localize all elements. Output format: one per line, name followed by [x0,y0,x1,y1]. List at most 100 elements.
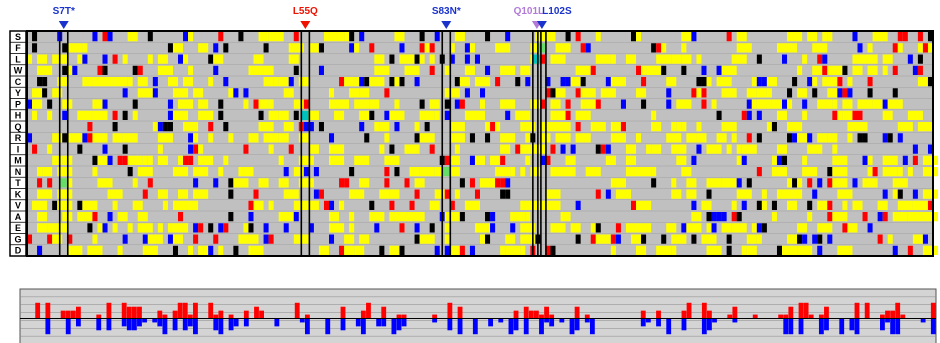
heatmap-cell [167,234,173,244]
heatmap-cell [847,122,853,132]
heatmap-cell [248,234,259,244]
profile-bar-up [157,310,163,319]
heatmap-cell [419,43,425,53]
profile-bar-up [65,310,71,319]
heatmap-cell [706,189,712,199]
heatmap-cell [318,245,329,255]
amino-acid-label: F [15,43,21,53]
heatmap-cell [711,223,717,233]
heatmap-cell [188,144,194,154]
heatmap-cell [112,200,118,210]
heatmap-cell [344,178,350,188]
heatmap-cell [288,43,304,53]
heatmap-cell [832,155,848,165]
heatmap-cell [706,77,712,87]
heatmap-cell [303,77,309,87]
heatmap-cell [132,110,138,120]
heatmap-cell [32,32,38,42]
heatmap-cell [178,189,189,199]
heatmap-cell [681,167,692,177]
heatmap-cell [741,144,757,154]
profile-bar-down [849,318,855,331]
heatmap-cell [469,178,475,188]
heatmap-cell [389,212,395,222]
heatmap-cell [318,43,324,53]
heatmap-cell [208,77,214,87]
heatmap-cell [696,88,702,98]
heatmap-cell [701,99,707,109]
heatmap-cell [832,110,838,120]
profile-bar-down [839,318,845,335]
heatmap-cell [359,110,370,120]
heatmap-cell [339,178,345,188]
heatmap-cell [711,212,717,222]
heatmap-cell [369,77,385,87]
heatmap-cell [887,99,903,109]
heatmap-cell [520,144,531,154]
heatmap-cell [178,155,184,165]
heatmap-cell [706,178,722,188]
heatmap-cell [480,99,486,109]
profile-bar-down [783,318,789,335]
heatmap-cell [545,88,551,98]
heatmap-cell [454,99,460,109]
profile-bar-down [447,318,453,331]
profile-bar-down [381,318,387,327]
heatmap-cell [922,155,939,165]
heatmap-cell [902,32,908,42]
amino-acid-label: K [15,189,22,199]
heatmap-cell [414,234,420,244]
mutation-marker-icon [441,21,452,29]
heatmap-cell [812,77,818,87]
heatmap-cell [147,54,153,64]
heatmap-cell [429,144,435,154]
heatmap-cell [167,99,173,109]
heatmap-cell [681,122,687,132]
heatmap-cell [620,99,626,109]
heatmap-cell [656,54,672,64]
profile-bar-down [544,318,549,323]
profile-bar-down [656,318,661,327]
heatmap-cell [67,43,83,53]
heatmap-cell [852,200,863,210]
profile-bar-up [752,314,758,319]
wild-type-cell [59,178,67,188]
heatmap-cell [540,122,556,132]
heatmap-cell [792,77,798,87]
profile-bar-up [544,306,549,319]
heatmap-cell [132,65,138,75]
heatmap-cell [223,77,229,87]
heatmap-cell [736,144,742,154]
heatmap-cell [27,234,33,244]
heatmap-cell [459,99,465,109]
heatmap-cell [807,32,818,42]
heatmap-cell [575,200,581,210]
heatmap-cell [847,133,853,143]
heatmap-cell [349,88,360,98]
heatmap-cell [897,32,903,42]
heatmap-cell [892,245,898,255]
profile-bar-up [432,314,438,319]
heatmap-cell [842,99,853,109]
heatmap-cell [776,110,788,120]
heatmap-cell [575,65,591,75]
heatmap-cell [927,43,933,53]
profile-bar-down [106,318,112,331]
heatmap-cell [797,245,813,255]
profile-bar-down [187,318,193,327]
heatmap-cell [691,234,697,244]
heatmap-cell [691,200,697,210]
heatmap-cell [464,110,480,120]
heatmap-cell [651,43,657,53]
heatmap-cell [394,167,400,177]
heatmap-cell [278,133,289,143]
heatmap-cell [474,223,491,233]
heatmap-cell [686,223,702,233]
heatmap-cell [122,234,128,244]
heatmap-cell [283,223,289,233]
heatmap-cell [87,223,93,233]
heatmap-cell [444,155,450,165]
heatmap-cell [731,54,747,64]
profile-bar-up [788,306,794,319]
heatmap-cell [32,144,38,154]
